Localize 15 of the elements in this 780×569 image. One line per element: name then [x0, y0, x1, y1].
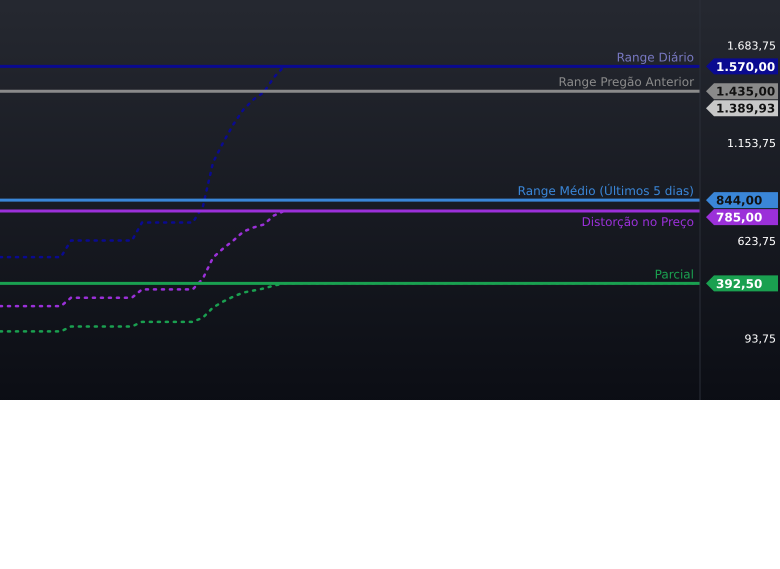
y-tick-label: 1.153,75 — [727, 137, 776, 150]
text: 785,00 — [716, 210, 762, 225]
ref-line-label: Distorção no Preço — [582, 215, 694, 230]
y-tick-label: 1.683,75 — [727, 39, 776, 52]
ref-line-label: Range Diário — [616, 50, 694, 64]
y-tick-label: 93,75 — [744, 332, 776, 346]
text: 1.570,00 — [716, 60, 776, 74]
text: 1.389,93 — [716, 102, 776, 116]
y-tick-label: 623,75 — [738, 234, 776, 248]
ref-line-label: Parcial — [654, 267, 694, 282]
text: 844,00 — [716, 194, 762, 208]
text: 392,50 — [716, 276, 762, 291]
text: 1.435,00 — [716, 84, 776, 99]
ref-line-label: Range Médio (Últimos 5 dias) — [518, 183, 694, 198]
ref-line-label: Range Pregão Anterior — [558, 75, 694, 90]
